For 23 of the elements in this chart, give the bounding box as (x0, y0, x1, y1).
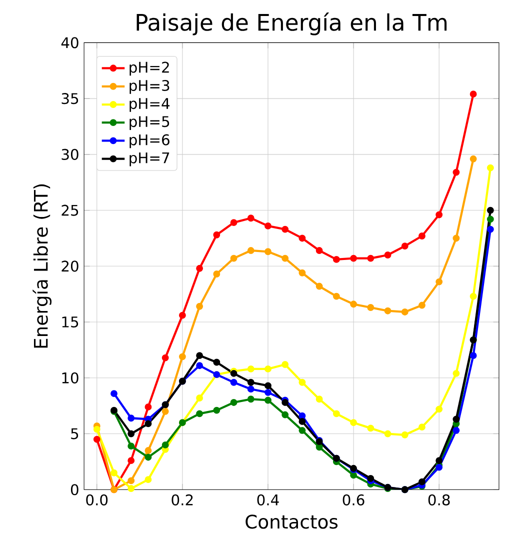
y-tick-label: 25 (62, 204, 78, 216)
y-tick-label: 30 (62, 148, 78, 160)
legend-label: pH=4 (130, 98, 170, 112)
x-tick-label: 0.2 (172, 494, 192, 506)
x-axis-title: Contactos (245, 514, 338, 529)
y-tick-label: 40 (61, 37, 78, 48)
x-tick-label: 0.6 (342, 494, 364, 506)
legend-label: pH=6 (130, 134, 170, 148)
legend-label: pH=5 (130, 116, 169, 130)
chart-title: Paisaje de Energía en la Tm (136, 12, 446, 36)
y-tick-label: 5 (70, 428, 78, 440)
y-tick-label: 15 (62, 316, 78, 328)
x-tick-label: 0.0 (86, 494, 108, 506)
y-tick-label: 0 (70, 484, 78, 496)
y-axis-title: Energía Libre (RT) (32, 184, 52, 348)
legend-label: pH=7 (130, 152, 169, 166)
y-tick-label: 20 (62, 260, 78, 272)
legend-label: pH=3 (130, 80, 170, 94)
legend-label: pH=2 (130, 62, 169, 76)
y-tick-label: 35 (62, 93, 78, 104)
x-tick-label: 0.8 (428, 494, 450, 506)
x-tick-label: 0.4 (257, 494, 279, 506)
y-tick-label: 10 (62, 372, 78, 384)
